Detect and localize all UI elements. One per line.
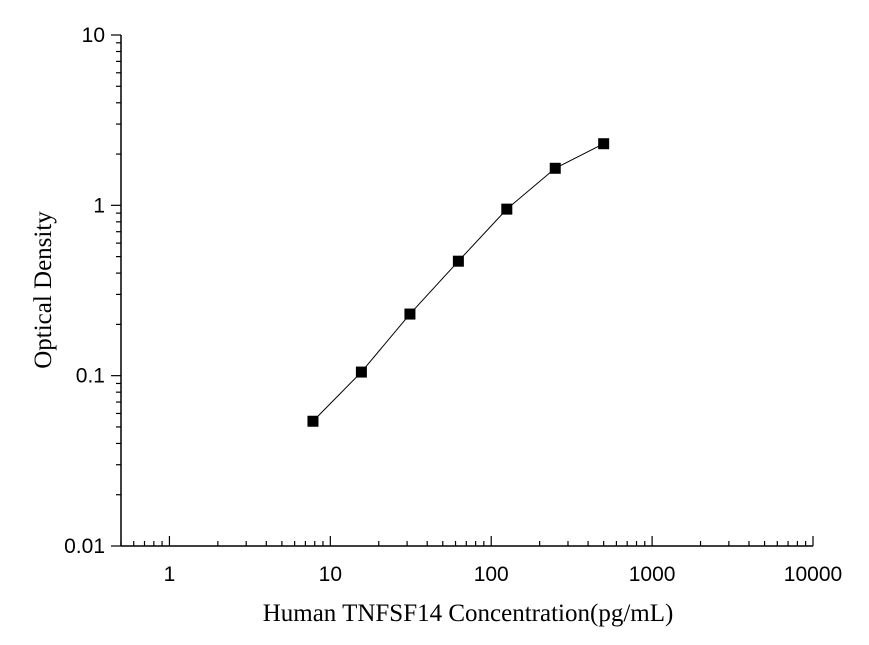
y-tick-label: 10 — [82, 24, 105, 47]
series-line — [312, 143, 604, 422]
ticks — [111, 34, 814, 547]
y-tick-label: 0.01 — [64, 535, 105, 558]
data-point — [501, 203, 513, 215]
data-point — [549, 162, 561, 174]
y-tick-label: 0.1 — [76, 365, 105, 388]
x-tick-label: 10 — [319, 563, 342, 586]
x-tick-label: 1000 — [629, 563, 676, 586]
x-tick-label: 1 — [164, 563, 176, 586]
x-tick-label: 100 — [474, 563, 509, 586]
data-point — [355, 366, 367, 378]
data-point — [452, 255, 464, 267]
data-point — [307, 415, 319, 427]
y-tick-label: 1 — [93, 194, 105, 217]
series — [307, 138, 610, 427]
y-axis-title: Optical Density — [30, 211, 57, 369]
plot-area — [120, 35, 813, 547]
x-tick-label: 10000 — [784, 563, 842, 586]
tick-labels: 1 10 100 1000 10000 0.01 0.1 1 10 — [64, 24, 842, 586]
data-point — [404, 308, 416, 320]
x-axis-title: Human TNFSF14 Concentration(pg/mL) — [263, 600, 674, 627]
data-point — [598, 138, 610, 150]
